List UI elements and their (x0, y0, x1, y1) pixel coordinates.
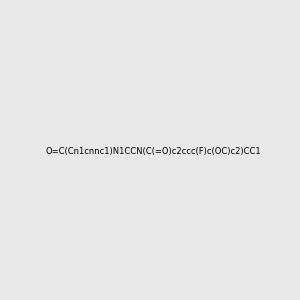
Text: O=C(Cn1cnnc1)N1CCN(C(=O)c2ccc(F)c(OC)c2)CC1: O=C(Cn1cnnc1)N1CCN(C(=O)c2ccc(F)c(OC)c2)… (46, 147, 262, 156)
